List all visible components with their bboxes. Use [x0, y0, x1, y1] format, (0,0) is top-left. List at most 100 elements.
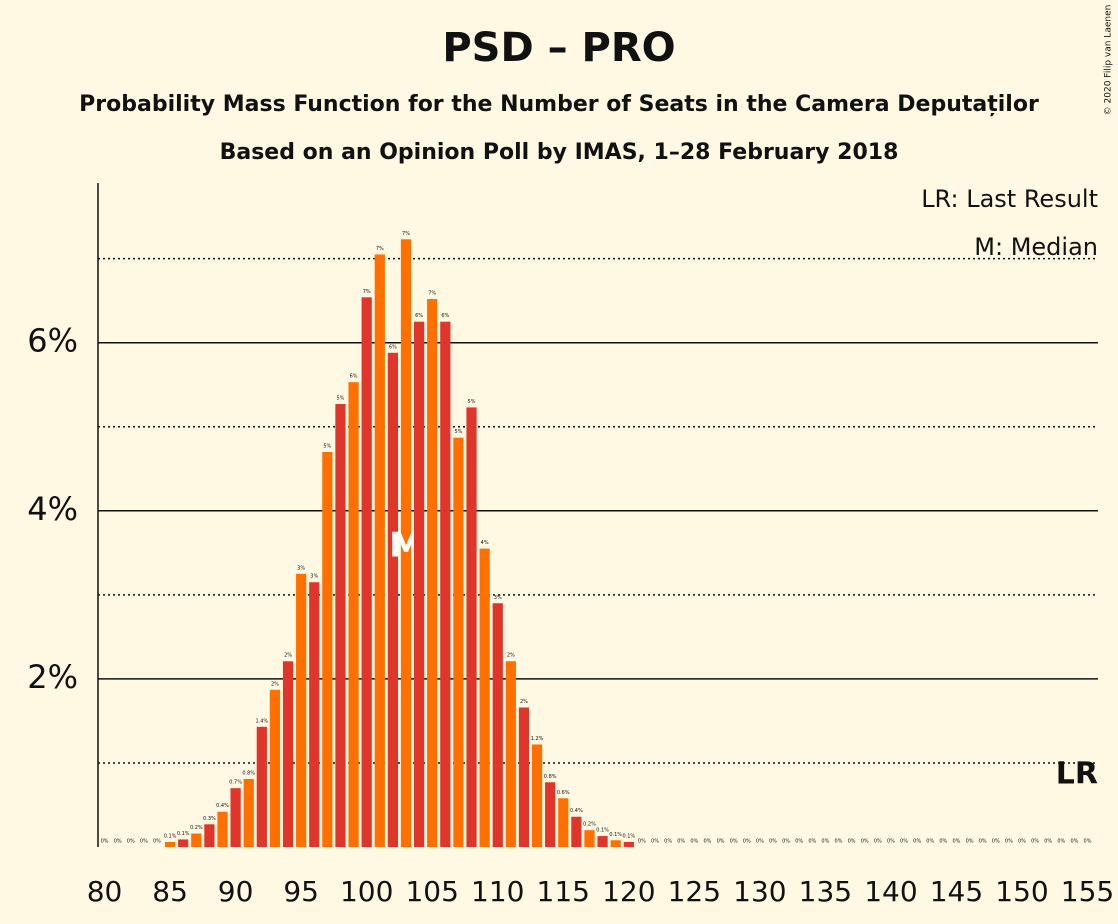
data-label: 0% — [1057, 839, 1065, 845]
bar — [269, 689, 281, 847]
x-tick-label: 80 — [87, 875, 123, 908]
data-label: 6% — [350, 374, 358, 380]
x-tick-label: 135 — [799, 875, 852, 908]
data-label: 0.4% — [570, 808, 583, 814]
x-tick-label: 145 — [930, 875, 983, 908]
data-label: 0% — [690, 839, 698, 845]
data-label: 0% — [795, 839, 803, 845]
data-label: 0% — [114, 839, 122, 845]
data-label: 7% — [363, 289, 371, 295]
x-tick-label: 125 — [668, 875, 721, 908]
bar — [584, 830, 595, 847]
data-label: 0% — [127, 839, 135, 845]
bar — [492, 603, 503, 847]
data-label: 5% — [468, 399, 476, 405]
bar — [413, 321, 425, 847]
data-label: 0% — [730, 839, 738, 845]
bar — [400, 239, 412, 848]
x-tick-label: 115 — [537, 875, 590, 908]
x-tick-label: 90 — [218, 875, 254, 908]
data-label: 0% — [887, 839, 895, 845]
bar — [361, 297, 372, 848]
bar — [558, 798, 569, 847]
data-label: 1.4% — [255, 718, 268, 724]
data-label: 3% — [310, 574, 318, 580]
x-tick-label: 105 — [405, 875, 458, 908]
data-label: 1.2% — [531, 736, 544, 742]
data-label: 0% — [821, 839, 829, 845]
data-label: 7% — [376, 246, 384, 252]
bar — [374, 254, 385, 847]
data-label: 0% — [769, 839, 777, 845]
data-label: 0% — [677, 839, 685, 845]
bar — [256, 726, 267, 847]
data-label: 0.4% — [216, 803, 229, 809]
x-tick-label: 95 — [283, 875, 319, 908]
data-label: 4% — [481, 540, 489, 546]
bar — [217, 811, 228, 847]
data-label: 0% — [743, 839, 751, 845]
chart-subtitle: Probability Mass Function for the Number… — [79, 92, 1039, 117]
bar — [387, 352, 398, 847]
x-tick-label: 140 — [864, 875, 917, 908]
chart-title: PSD – PRO — [442, 25, 675, 71]
bar — [164, 841, 176, 847]
data-label: 0% — [939, 839, 947, 845]
bar — [191, 833, 202, 847]
data-label: 5% — [323, 443, 331, 449]
data-label: 3% — [297, 565, 305, 571]
y-tick-label: 6% — [27, 322, 78, 360]
bar — [322, 451, 333, 847]
data-label: 0% — [101, 839, 109, 845]
data-label: 0% — [979, 839, 987, 845]
legend-entry: M: Median — [974, 233, 1098, 261]
data-label: 6% — [415, 313, 423, 319]
bar — [427, 298, 438, 847]
data-label: 0% — [913, 839, 921, 845]
data-label: 0% — [966, 839, 974, 845]
bar — [243, 778, 254, 847]
bar — [466, 407, 477, 847]
data-label: 0% — [900, 839, 908, 845]
data-label: 5% — [336, 396, 344, 402]
y-tick-label: 2% — [27, 658, 78, 696]
data-label: 0.7% — [229, 780, 242, 786]
data-label: 0.8% — [544, 774, 557, 780]
data-label: 0% — [952, 839, 960, 845]
bar — [597, 836, 608, 847]
data-label: 0% — [664, 839, 672, 845]
bar — [178, 839, 189, 847]
legend-entry: LR: Last Result — [921, 185, 1098, 213]
data-label: 0.1% — [177, 831, 190, 837]
data-label: 0% — [1070, 839, 1078, 845]
last-result-marker: LR — [1056, 757, 1098, 792]
bar — [335, 404, 346, 847]
data-label: 0% — [782, 839, 790, 845]
data-label: 0% — [874, 839, 882, 845]
data-label: 5% — [454, 429, 462, 435]
x-tick-label: 100 — [340, 875, 393, 908]
data-label: 0% — [835, 839, 843, 845]
bar — [531, 744, 543, 847]
data-label: 3% — [494, 595, 502, 601]
data-label: 2% — [507, 653, 515, 659]
data-label: 0.6% — [557, 790, 570, 796]
bar — [518, 707, 530, 847]
bar — [479, 548, 490, 847]
data-label: 7% — [402, 231, 410, 237]
x-tick-label: 120 — [602, 875, 655, 908]
bar — [296, 573, 307, 847]
data-label: 0% — [861, 839, 869, 845]
x-tick-label: 155 — [1061, 875, 1114, 908]
data-label: 0.1% — [164, 833, 177, 839]
data-label: 0% — [703, 839, 711, 845]
data-label: 0% — [140, 839, 148, 845]
data-label: 0.2% — [583, 822, 596, 828]
x-tick-label: 130 — [733, 875, 786, 908]
bar — [623, 841, 634, 847]
chart-subtitle: Based on an Opinion Poll by IMAS, 1–28 F… — [220, 140, 899, 165]
data-label: 0.1% — [622, 833, 635, 839]
bar — [440, 321, 451, 847]
data-label: 0.2% — [190, 825, 203, 831]
